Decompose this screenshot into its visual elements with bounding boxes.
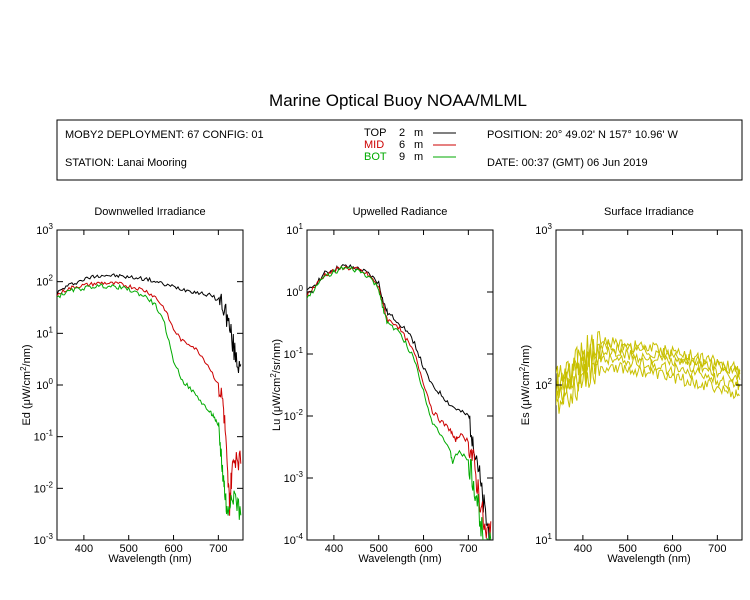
downwelled-irradiance-y-axis-label: Ed (μW/cm2/nm) (19, 344, 33, 425)
position-text: POSITION: 20° 49.02' N 157° 10.96' W (487, 129, 679, 141)
legend-label-bot: BOT (364, 151, 387, 163)
upwelled-radiance-series-group (307, 263, 492, 540)
upwelled-radiance-y-axis-label: Lu (μW/cm2/sr/nm) (269, 339, 283, 431)
upwelled-radiance-y-tick-label: 101 (286, 222, 303, 237)
surface-irradiance-series-spectrum-1 (556, 330, 741, 398)
upwelled-radiance-x-tick-label: 600 (414, 543, 432, 555)
upwelled-radiance-series-bot (307, 265, 492, 540)
surface-irradiance-series-spectrum-3 (556, 343, 741, 402)
upwelled-radiance-title: Upwelled Radiance (353, 206, 448, 218)
upwelled-radiance-y-tick-label: 10-3 (284, 470, 304, 485)
downwelled-irradiance-y-tick-label: 102 (36, 274, 53, 289)
downwelled-irradiance-y-tick-label: 10-2 (34, 480, 54, 495)
downwelled-irradiance-title: Downwelled Irradiance (94, 206, 205, 218)
surface-irradiance-x-axis-label: Wavelength (nm) (607, 553, 690, 565)
upwelled-radiance-y-tick-label: 100 (286, 284, 303, 299)
legend-unit-bot: m (414, 151, 423, 163)
downwelled-irradiance-x-tick-label: 700 (209, 543, 227, 555)
upwelled-radiance-y-tick-label: 10-2 (284, 408, 304, 423)
downwelled-irradiance-series-mid (57, 281, 242, 516)
legend-unit-mid: m (414, 139, 423, 151)
downwelled-irradiance-x-axis-label: Wavelength (nm) (108, 553, 191, 565)
legend-item-bot: BOT 9 m (364, 151, 456, 163)
surface-irradiance-x-tick-label: 700 (708, 543, 726, 555)
legend: TOP 2 m MID 6 m BOT 9 m (364, 127, 456, 163)
upwelled-radiance-plot-frame (306, 229, 494, 541)
downwelled-irradiance-x-tick-label: 400 (75, 543, 93, 555)
upwelled-radiance-y-tick-label: 10-4 (284, 532, 304, 547)
legend-depth-mid: 6 (399, 139, 405, 151)
surface-irradiance-x-tick-label: 500 (619, 543, 637, 555)
upwelled-radiance-y-tick-label: 10-1 (284, 346, 304, 361)
legend-label-mid: MID (364, 139, 384, 151)
figure-title: Marine Optical Buoy NOAA/MLML (269, 91, 527, 110)
surface-irradiance-y-axis-label: Es (μW/cm2/nm) (518, 345, 532, 425)
surface-irradiance-title: Surface Irradiance (604, 206, 694, 218)
downwelled-irradiance-series-group (57, 273, 242, 520)
deployment-text: MOBY2 DEPLOYMENT: 67 CONFIG: 01 (65, 129, 264, 141)
downwelled-irradiance-x-tick-label: 600 (164, 543, 182, 555)
surface-irradiance-y-tick-label: 102 (535, 377, 552, 392)
legend-depth-top: 2 (399, 127, 405, 139)
downwelled-irradiance-y-tick-label: 100 (36, 377, 53, 392)
legend-label-top: TOP (364, 127, 386, 139)
surface-irradiance-series-group (556, 330, 741, 414)
legend-depth-bot: 9 (399, 151, 405, 163)
upwelled-radiance-x-tick-label: 500 (370, 543, 388, 555)
downwelled-irradiance-plot-frame (56, 229, 244, 541)
downwelled-irradiance-y-tick-label: 103 (36, 222, 53, 237)
upwelled-radiance-series-mid (307, 265, 492, 539)
surface-irradiance-plot-frame (555, 229, 743, 541)
upwelled-radiance-series-top (307, 263, 491, 540)
downwelled-irradiance-y-tick-label: 10-1 (34, 429, 54, 444)
station-text: STATION: Lanai Mooring (65, 157, 187, 169)
legend-item-mid: MID 6 m (364, 139, 456, 151)
info-box (56, 119, 743, 181)
downwelled-irradiance-chart: Downwelled Irradiance 400 500 600 700 Wavelen… (19, 206, 244, 565)
upwelled-radiance-x-tick-label: 700 (459, 543, 477, 555)
downwelled-irradiance-series-bot (57, 283, 242, 520)
surface-irradiance-y-tick-label: 101 (535, 532, 552, 547)
upwelled-radiance-chart: Upwelled Radiance 400 500 600 700 Wavelength … (269, 206, 494, 565)
legend-item-top: TOP 2 m (364, 127, 456, 139)
downwelled-irradiance-x-tick-label: 500 (120, 543, 138, 555)
upwelled-radiance-x-tick-label: 400 (325, 543, 343, 555)
surface-irradiance-chart: Surface Irradiance 400 500 600 700 Wavelength… (518, 206, 743, 565)
upwelled-radiance-x-axis-label: Wavelength (nm) (358, 553, 441, 565)
legend-unit-top: m (414, 127, 423, 139)
surface-irradiance-series-spectrum-4 (556, 343, 741, 414)
surface-irradiance-series-spectrum-5 (556, 361, 740, 408)
chart-panels: Downwelled Irradiance 400 500 600 700 Wavelen… (19, 206, 743, 565)
downwelled-irradiance-series-top (57, 273, 242, 374)
surface-irradiance-y-tick-label: 103 (535, 222, 552, 237)
downwelled-irradiance-y-tick-label: 10-3 (34, 532, 54, 547)
surface-irradiance-x-tick-label: 400 (574, 543, 592, 555)
surface-irradiance-x-tick-label: 600 (663, 543, 681, 555)
date-text: DATE: 00:37 (GMT) 06 Jun 2019 (487, 157, 648, 169)
downwelled-irradiance-y-tick-label: 101 (36, 325, 53, 340)
